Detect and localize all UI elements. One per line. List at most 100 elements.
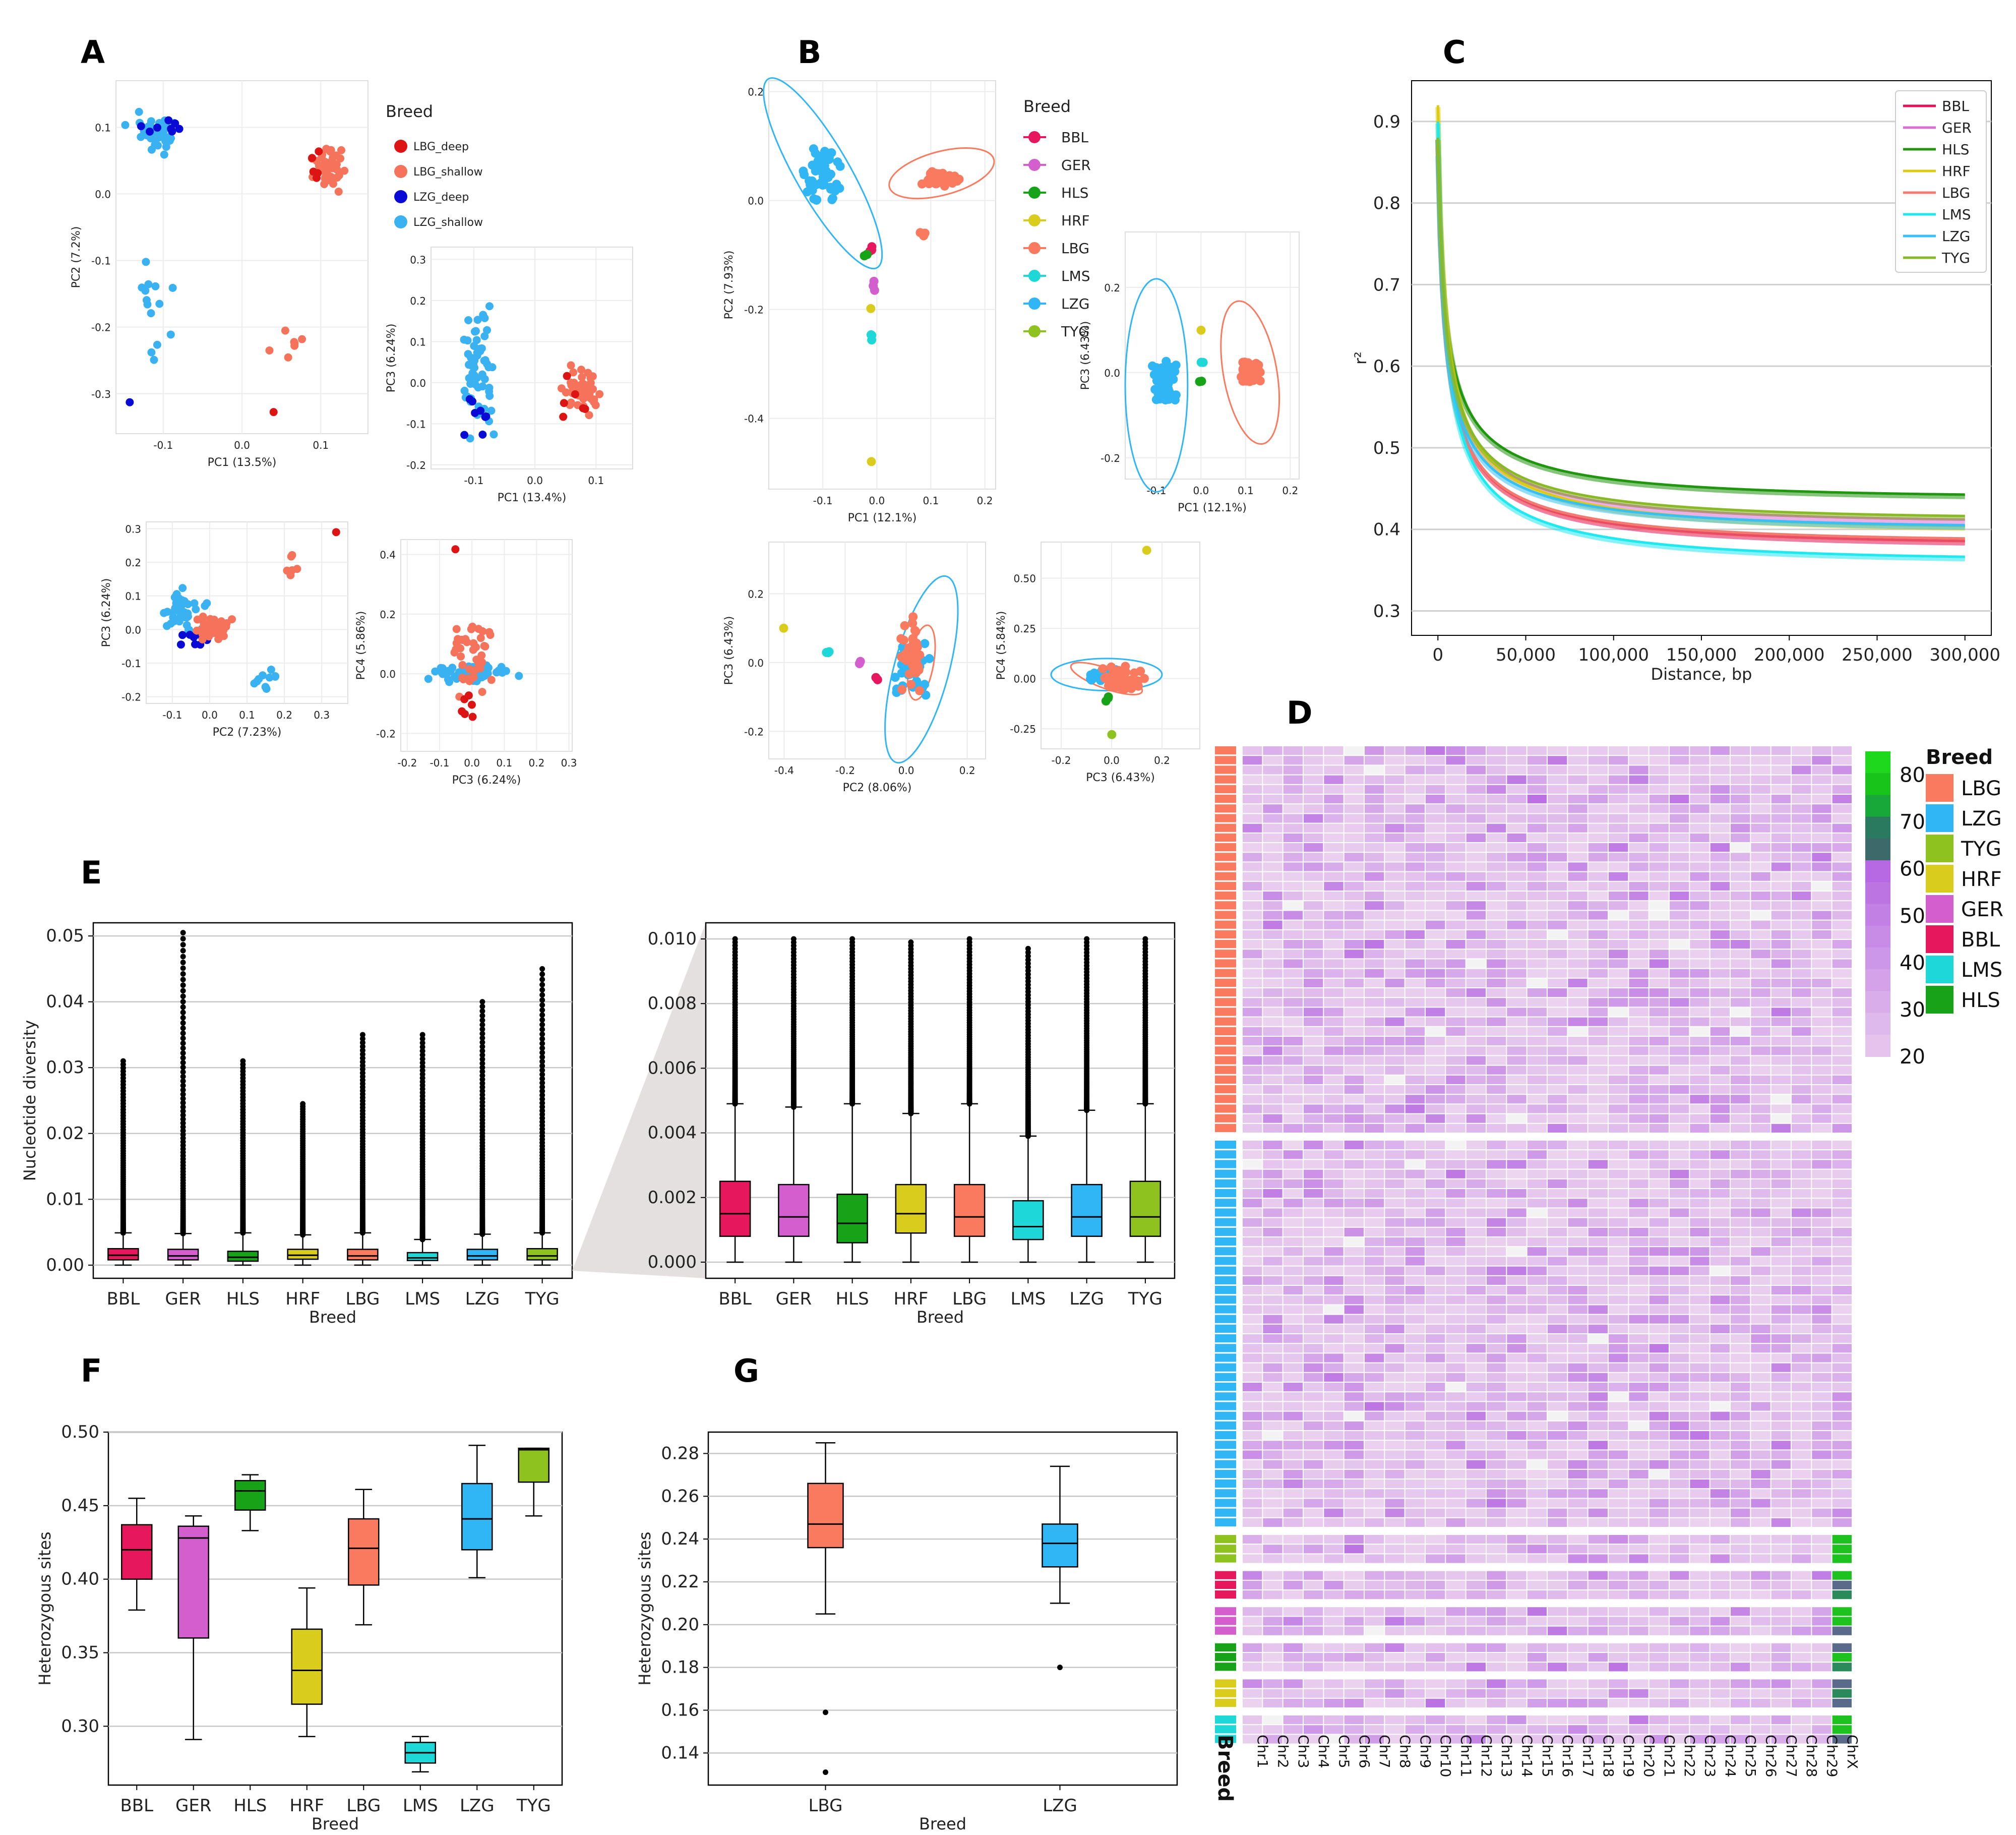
- d-heat-cell: [1446, 1508, 1465, 1517]
- d-heat-cell: [1507, 988, 1526, 997]
- d-breed-cell-LBG: [1215, 1085, 1236, 1094]
- d-heat-cell: [1426, 1169, 1445, 1178]
- d-breed-cell-LZG: [1215, 1450, 1236, 1459]
- d-heat-cell: [1629, 1037, 1648, 1046]
- d-heat-cell: [1385, 1383, 1404, 1392]
- d-heat-cell: [1568, 1626, 1587, 1635]
- d-colorbar-segment: [1865, 860, 1890, 883]
- d-heat-cell: [1385, 1590, 1404, 1600]
- d-heat-cell: [1243, 1056, 1262, 1065]
- d-heat-cell: [1792, 1735, 1811, 1744]
- d-heat-cell: [1283, 1402, 1303, 1411]
- d-heat-cell: [1568, 1508, 1587, 1517]
- b2-x-tick-label: 0.1: [1238, 485, 1254, 497]
- d-heat-cell: [1304, 1698, 1323, 1707]
- d-heat-cell: [1832, 1663, 1852, 1672]
- d-heat-cell: [1466, 1607, 1486, 1616]
- d-heat-cell: [1324, 1698, 1343, 1707]
- d-heat-cell: [1751, 1626, 1770, 1635]
- d-heat-cell: [1304, 765, 1323, 775]
- c-series-band-HLS: [1435, 140, 1965, 499]
- d-heat-cell: [1771, 1698, 1791, 1707]
- d-heat-cell: [1507, 756, 1526, 765]
- a4-x-tick-label: -0.1: [430, 757, 449, 769]
- d-heat-cell: [1405, 1179, 1425, 1188]
- d-heat-cell: [1588, 1114, 1608, 1123]
- d-heat-cell: [1487, 901, 1506, 910]
- d-heat-cell: [1548, 1363, 1567, 1372]
- d-heat-cell: [1710, 1580, 1730, 1589]
- d-heat-cell: [1568, 1208, 1587, 1217]
- d-heat-cell: [1446, 814, 1465, 823]
- d-colorbar-segment: [1865, 838, 1890, 861]
- d-heat-cell: [1304, 1123, 1323, 1133]
- d-heat-cell: [1710, 1373, 1730, 1382]
- a4-point-LBG_shallow: [452, 625, 461, 633]
- d-heat-cell: [1548, 1450, 1567, 1459]
- d-heat-cell: [1304, 1535, 1323, 1544]
- d-heat-cell: [1731, 872, 1750, 881]
- a3-point-LZG_shallow: [203, 599, 211, 608]
- d-heat-cell: [1710, 1518, 1730, 1527]
- d-heat-cell: [1527, 881, 1547, 891]
- d-heat-cell: [1426, 1286, 1445, 1295]
- d-heat-cell: [1243, 1441, 1262, 1450]
- d-column-label: Chr13: [1498, 1735, 1515, 1777]
- d-heat-cell: [1792, 1075, 1811, 1084]
- d-heat-cell: [1832, 1160, 1852, 1169]
- d-heat-cell: [1609, 998, 1628, 1007]
- d-heat-cell: [1649, 1535, 1669, 1544]
- d-breed-cell-LBG: [1215, 843, 1236, 852]
- d-heat-cell: [1466, 1257, 1486, 1266]
- d-heat-cell: [1751, 1286, 1770, 1295]
- d-heat-cell: [1548, 1315, 1567, 1324]
- d-heat-cell: [1629, 1508, 1648, 1517]
- a1-x-tick-label: 0.1: [313, 439, 329, 451]
- d-heat-cell: [1792, 959, 1811, 968]
- d-heat-cell: [1283, 1535, 1303, 1544]
- d-heat-cell: [1710, 1037, 1730, 1046]
- d-heat-cell: [1568, 1402, 1587, 1411]
- d-heat-cell: [1812, 1460, 1831, 1469]
- b3-y-tick-label: 0.0: [748, 657, 764, 669]
- d-heat-cell: [1446, 1353, 1465, 1363]
- b3-x-tick-label: -0.2: [835, 764, 855, 777]
- d-heat-cell: [1731, 1460, 1750, 1469]
- d-heat-cell: [1507, 1535, 1526, 1544]
- d-heat-cell: [1792, 1460, 1811, 1469]
- d-heat-cell: [1832, 1679, 1852, 1688]
- d-heat-cell: [1446, 1617, 1465, 1626]
- d-column-label: Chr16: [1559, 1735, 1576, 1777]
- d-heat-cell: [1792, 1617, 1811, 1626]
- d-heat-cell: [1466, 920, 1486, 929]
- d-heat-cell: [1243, 892, 1262, 901]
- d-heat-cell: [1283, 1218, 1303, 1227]
- d-heat-cell: [1649, 1698, 1669, 1707]
- d-heat-cell: [1487, 823, 1506, 833]
- d-heat-cell: [1832, 1324, 1852, 1333]
- e1-outlier-LBG: [359, 1032, 365, 1038]
- d-heat-cell: [1812, 940, 1831, 949]
- d-heat-cell: [1426, 833, 1445, 842]
- d-heat-cell: [1466, 1715, 1486, 1725]
- a4-point-LBG_shallow: [465, 665, 474, 674]
- d-heat-cell: [1446, 1535, 1465, 1544]
- d-heat-cell: [1568, 1679, 1587, 1688]
- d-heat-cell: [1731, 1114, 1750, 1123]
- d-heat-cell: [1629, 1056, 1648, 1065]
- d-heat-cell: [1812, 1150, 1831, 1159]
- d-heat-cell: [1405, 756, 1425, 765]
- d-heat-cell: [1548, 1518, 1567, 1527]
- d-heat-cell: [1527, 1402, 1547, 1411]
- d-heat-cell: [1304, 1027, 1323, 1036]
- d-heat-cell: [1792, 1344, 1811, 1353]
- d-heat-cell: [1426, 1066, 1445, 1075]
- d-heat-cell: [1751, 1199, 1770, 1208]
- d-heat-cell: [1527, 872, 1547, 881]
- b2-point-LBG: [1255, 376, 1265, 386]
- a1-y-tick-label: -0.3: [91, 388, 111, 400]
- d-heat-cell: [1832, 892, 1852, 901]
- d-heat-cell: [1629, 1344, 1648, 1353]
- d-heat-cell: [1548, 1056, 1567, 1065]
